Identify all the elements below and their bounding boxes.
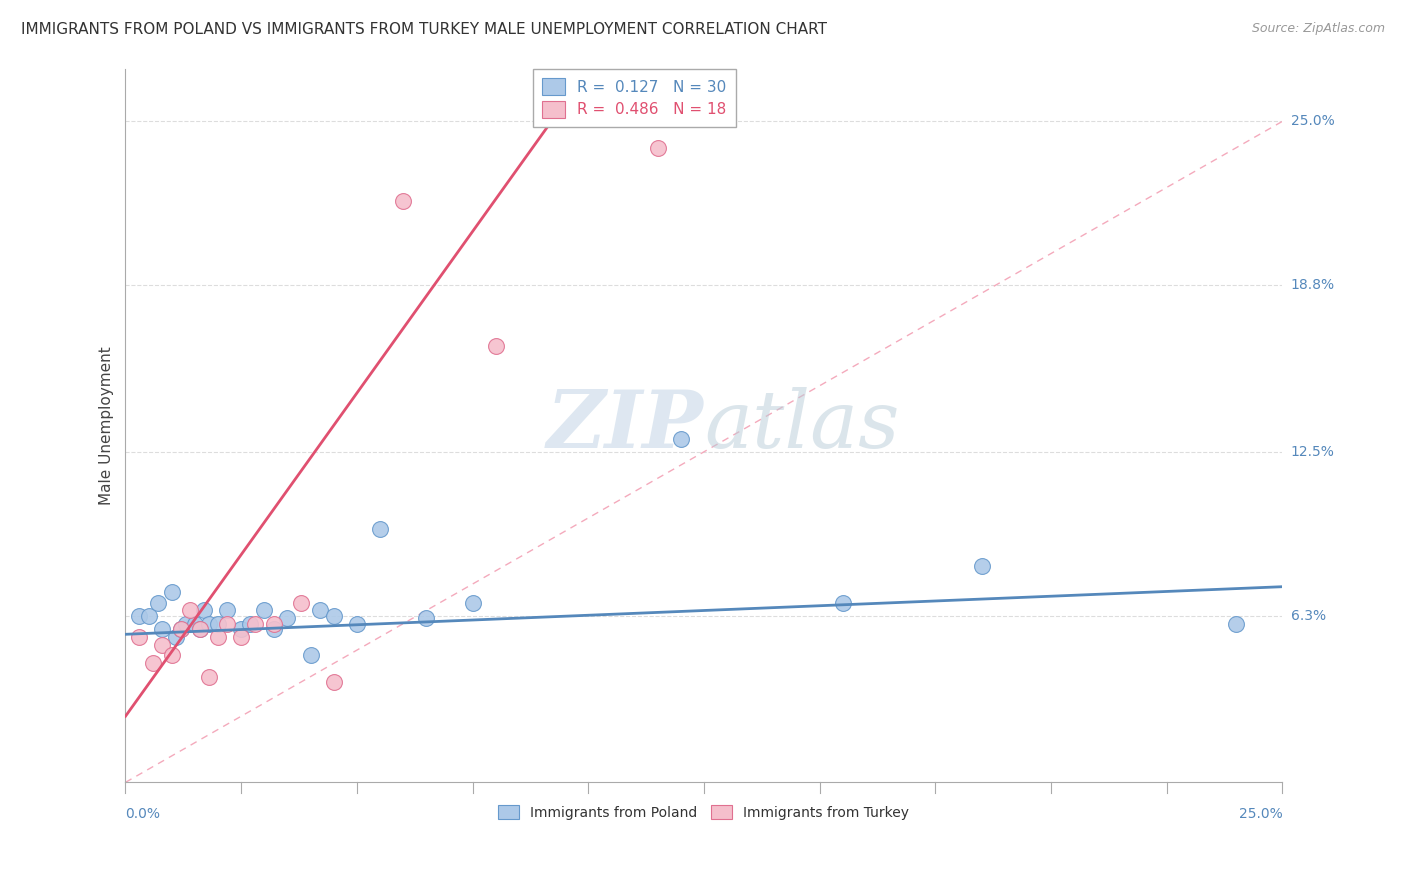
Point — [415, 611, 437, 625]
Point — [299, 648, 322, 663]
Point — [170, 622, 193, 636]
Point — [392, 194, 415, 208]
Text: 12.5%: 12.5% — [1291, 445, 1334, 458]
Point — [146, 596, 169, 610]
Point — [128, 608, 150, 623]
Point — [461, 596, 484, 610]
Text: atlas: atlas — [704, 387, 900, 464]
Point — [368, 522, 391, 536]
Point — [165, 630, 187, 644]
Point — [188, 622, 211, 636]
Text: 25.0%: 25.0% — [1239, 807, 1282, 822]
Point — [239, 616, 262, 631]
Point — [1225, 616, 1247, 631]
Point — [647, 141, 669, 155]
Point — [346, 616, 368, 631]
Point — [128, 630, 150, 644]
Point — [217, 603, 239, 617]
Point — [276, 611, 298, 625]
Text: ZIP: ZIP — [547, 387, 704, 464]
Text: 0.0%: 0.0% — [125, 807, 160, 822]
Point — [160, 585, 183, 599]
Point — [669, 432, 692, 446]
Point — [263, 616, 285, 631]
Point — [184, 616, 207, 631]
Legend: Immigrants from Poland, Immigrants from Turkey: Immigrants from Poland, Immigrants from … — [494, 799, 915, 825]
Text: 25.0%: 25.0% — [1291, 114, 1334, 128]
Point — [138, 608, 160, 623]
Point — [152, 622, 174, 636]
Point — [253, 603, 276, 617]
Point — [193, 603, 215, 617]
Point — [322, 608, 344, 623]
Point — [207, 630, 229, 644]
Text: 18.8%: 18.8% — [1291, 278, 1334, 293]
Point — [243, 616, 266, 631]
Point — [197, 670, 219, 684]
Point — [322, 674, 344, 689]
Point — [179, 603, 201, 617]
Y-axis label: Male Unemployment: Male Unemployment — [100, 346, 114, 505]
Point — [188, 622, 211, 636]
Point — [831, 596, 853, 610]
Point — [207, 616, 229, 631]
Point — [170, 622, 193, 636]
Text: Source: ZipAtlas.com: Source: ZipAtlas.com — [1251, 22, 1385, 36]
Text: IMMIGRANTS FROM POLAND VS IMMIGRANTS FROM TURKEY MALE UNEMPLOYMENT CORRELATION C: IMMIGRANTS FROM POLAND VS IMMIGRANTS FRO… — [21, 22, 827, 37]
Point — [231, 622, 253, 636]
Point — [308, 603, 330, 617]
Point — [485, 339, 508, 353]
Point — [217, 616, 239, 631]
Point — [197, 616, 219, 631]
Point — [970, 558, 993, 573]
Point — [152, 638, 174, 652]
Point — [231, 630, 253, 644]
Point — [174, 616, 197, 631]
Point — [290, 596, 312, 610]
Point — [263, 622, 285, 636]
Point — [160, 648, 183, 663]
Text: 6.3%: 6.3% — [1291, 608, 1326, 623]
Point — [142, 657, 165, 671]
